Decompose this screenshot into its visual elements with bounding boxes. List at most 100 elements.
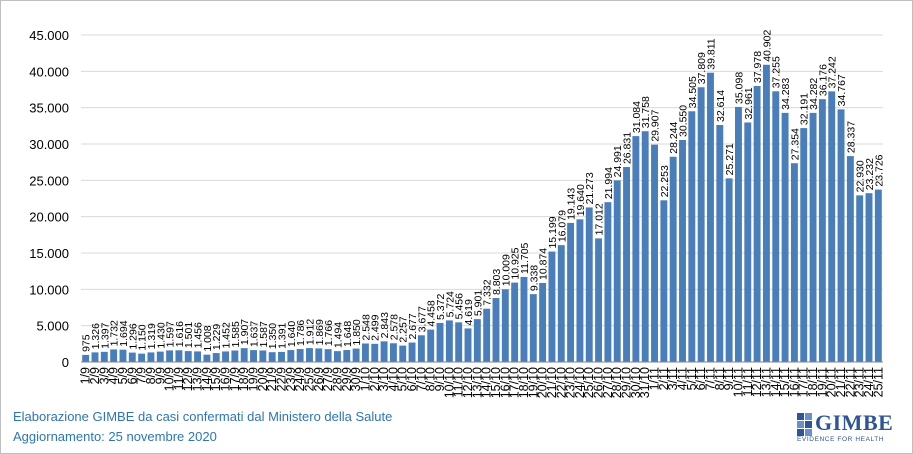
x-tick-label: 16/10 [498, 367, 512, 398]
data-label: 39.811 [705, 38, 717, 69]
bar-chart: 0 5.000 10.000 15.000 20.000 25.000 30.000 35.0… [29, 28, 886, 398]
bar [828, 91, 836, 362]
data-label: 31.758 [640, 96, 652, 128]
footer-update-date: Aggiornamento: 25 novembre 2020 [13, 429, 217, 444]
data-label: 32.191 [799, 93, 811, 125]
data-label: 1.640 [286, 321, 298, 347]
data-label: 19.143 [566, 188, 578, 220]
x-tick-label: 31/10 [638, 367, 652, 398]
bars [82, 64, 882, 363]
x-tick-label: 5/10 [396, 367, 410, 391]
x-tick-label: 13/11 [759, 367, 773, 397]
x-tick-label: 28/10 [610, 367, 624, 398]
data-label: 34.767 [836, 74, 848, 106]
x-tick-label: 24/9 [293, 367, 307, 391]
bar [82, 354, 90, 362]
bar [203, 354, 211, 362]
data-label: 8.803 [491, 269, 503, 295]
data-label: 1.648 [342, 321, 354, 347]
x-tick-label: 4/10 [386, 367, 400, 391]
bar [399, 345, 407, 362]
x-tick-label: 25/11 [871, 367, 885, 397]
x-tick-label: 12/11 [750, 367, 764, 397]
y-tick-label: 10.000 [29, 282, 69, 297]
data-label: 1.786 [295, 320, 307, 346]
data-label: 1.008 [202, 325, 214, 351]
x-tick-label: 4/9 [107, 367, 121, 384]
bar [846, 156, 854, 362]
bar [455, 322, 463, 362]
x-tick-label: 19/10 [526, 367, 540, 398]
x-tick-label: 5/9 [116, 367, 130, 384]
data-label: 30.550 [678, 105, 690, 137]
x-tick-label: 6/10 [405, 367, 419, 391]
data-label: 1.766 [323, 320, 335, 346]
bar [818, 99, 826, 362]
x-tick-label: 14/10 [480, 367, 494, 398]
x-tick-label: 23/10 [564, 367, 578, 398]
bar [138, 353, 146, 362]
bar [128, 352, 136, 362]
data-label: 2.548 [360, 314, 372, 340]
data-label: 4.458 [426, 300, 438, 326]
bar [240, 348, 248, 362]
bar [380, 341, 388, 362]
data-label: 37.255 [771, 56, 783, 88]
data-label: 22.253 [659, 165, 671, 197]
x-tick-label: 11/11 [741, 367, 755, 396]
bar [641, 131, 649, 362]
bar [613, 180, 621, 362]
x-tick-label: 11/9 [172, 367, 186, 390]
x-tick-label: 22/11 [843, 367, 857, 397]
x-tick-label: 9/11 [722, 367, 736, 390]
bar [697, 87, 705, 362]
data-label: 23.232 [864, 158, 876, 190]
bar [511, 282, 519, 362]
bar [800, 128, 808, 362]
data-label: 34.282 [808, 78, 820, 110]
x-tick-label: 6/9 [125, 367, 139, 384]
data-label: 5.372 [435, 294, 447, 320]
x-tick-label: 1/10 [358, 367, 372, 391]
bar [361, 343, 369, 362]
x-tick-label: 17/11 [797, 367, 811, 397]
data-label: 35.098 [733, 72, 745, 104]
x-tick-label: 8/9 [144, 367, 158, 384]
data-label: 7.332 [482, 279, 494, 305]
bar [268, 352, 276, 362]
x-tick-label: 9/10 [433, 367, 447, 391]
gimbe-logo-name: GIMBE [815, 410, 894, 435]
data-label: 1.585 [230, 321, 242, 347]
data-label: 32.961 [743, 87, 755, 119]
data-label: 1.501 [183, 322, 195, 348]
x-tick-label: 25/10 [582, 367, 596, 398]
data-label: 1.869 [314, 319, 326, 345]
x-tick-label: 19/11 [815, 367, 829, 397]
bar [604, 202, 612, 362]
data-label: 27.354 [789, 128, 801, 160]
data-label: 1.326 [90, 323, 102, 349]
x-tick-label: 18/9 [237, 367, 251, 391]
data-label: 32.614 [715, 90, 727, 122]
data-labels: 9751.3261.3971.7321.6941.2961.1501.3191.… [81, 30, 886, 352]
bar [222, 351, 229, 362]
bar [473, 319, 481, 362]
x-tick-label: 1/11 [648, 367, 662, 390]
x-tick-label: 13/10 [470, 367, 484, 398]
bar [707, 72, 714, 363]
bar [119, 349, 127, 362]
bar [679, 140, 686, 362]
bar [175, 350, 183, 362]
bar [772, 91, 780, 362]
data-label: 1.907 [239, 319, 251, 345]
y-tick-label: 0 [62, 355, 69, 370]
bar [445, 320, 453, 362]
bar [548, 251, 556, 362]
bar [529, 294, 537, 362]
data-label: 9.338 [528, 265, 540, 291]
data-label: 5.456 [454, 293, 466, 319]
data-label: 2.499 [370, 314, 382, 340]
x-tick-label: 29/9 [340, 367, 354, 391]
bar [623, 167, 630, 362]
